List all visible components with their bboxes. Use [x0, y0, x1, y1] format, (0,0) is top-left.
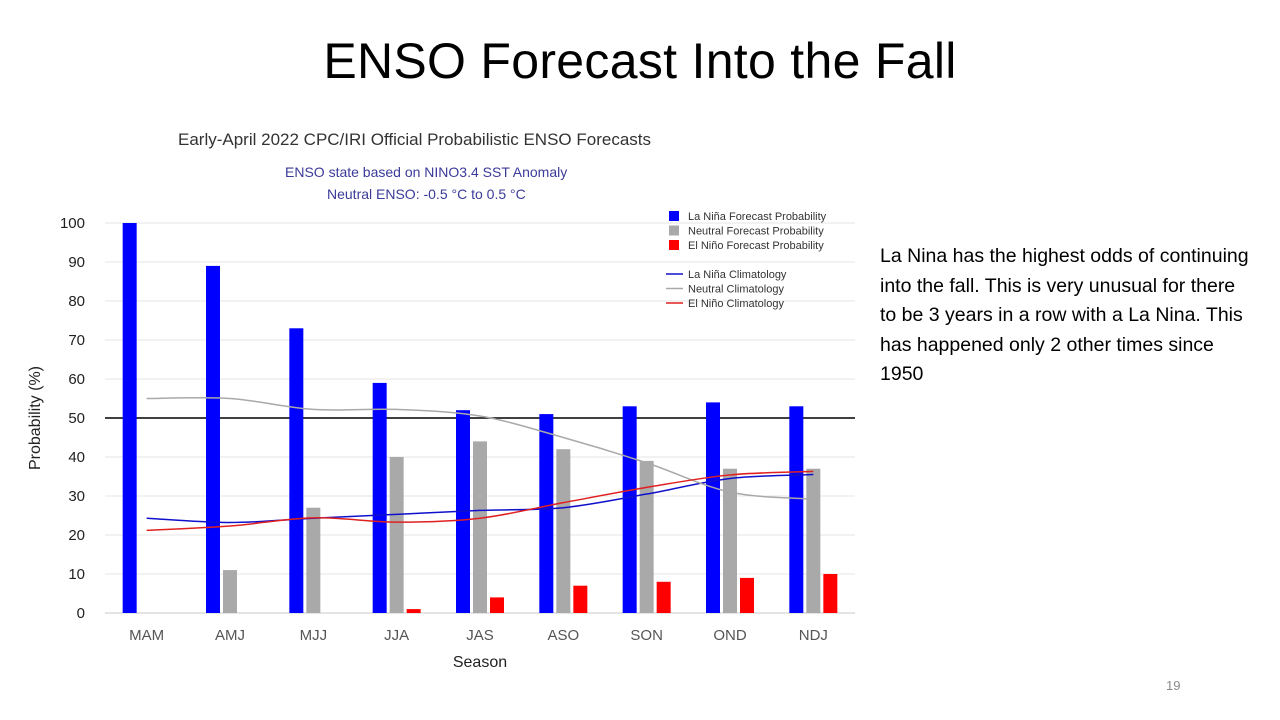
y-tick-label: 10 — [68, 566, 85, 583]
x-tick-label: MAM — [129, 627, 164, 644]
y-tick-label: 50 — [68, 410, 85, 427]
legend-swatch — [669, 240, 679, 250]
x-tick-label: NDJ — [799, 627, 828, 644]
la-nina-climatology-line — [146, 473, 814, 524]
x-tick-label: OND — [713, 627, 747, 644]
x-tick-label: JAS — [466, 627, 494, 644]
legend-swatch — [669, 225, 679, 236]
bar-el-nino — [656, 581, 671, 613]
legend-label: Neutral Forecast Probability — [688, 226, 824, 238]
y-tick-label: 80 — [68, 293, 85, 310]
legend-label: El Niño Forecast Probability — [688, 240, 824, 252]
x-axis-label: Season — [453, 654, 507, 671]
bar-la-nina — [789, 406, 804, 613]
y-tick-label: 40 — [68, 449, 85, 466]
bar-neutral — [473, 441, 487, 613]
bar-neutral — [723, 468, 737, 613]
bar-el-nino — [490, 597, 504, 613]
y-tick-label: 30 — [68, 488, 85, 505]
bar-la-nina — [372, 382, 387, 613]
legend-label: La Niña Climatology — [688, 269, 787, 281]
chart-subtitle-line-2: Neutral ENSO: -0.5 °C to 0.5 °C — [327, 186, 526, 202]
page-number: 19 — [1166, 678, 1181, 693]
legend-swatch — [669, 211, 679, 221]
bar-neutral — [556, 449, 571, 613]
chart-title: Early-April 2022 CPC/IRI Official Probab… — [178, 130, 652, 149]
x-tick-label: JJA — [384, 627, 409, 644]
x-tick-label: MJJ — [300, 627, 328, 644]
bar-el-nino — [740, 577, 754, 613]
bar-la-nina — [706, 402, 720, 613]
bar-la-nina — [289, 328, 304, 613]
slide-title: ENSO Forecast Into the Fall — [323, 33, 957, 89]
y-tick-label: 70 — [68, 332, 85, 349]
neutral-climatology-line — [146, 396, 814, 500]
y-tick-label: 60 — [68, 371, 85, 388]
bar-el-nino — [573, 585, 588, 613]
y-tick-label: 100 — [60, 215, 85, 232]
y-tick-label: 0 — [77, 605, 85, 622]
legend-label: La Niña Forecast Probability — [688, 211, 827, 223]
bar-neutral — [806, 468, 821, 613]
legend-label: Neutral Climatology — [688, 284, 784, 296]
bar-el-nino — [406, 609, 421, 613]
x-tick-label: AMJ — [215, 627, 245, 644]
x-tick-label: SON — [630, 627, 663, 644]
bar-la-nina — [622, 406, 637, 613]
bar-neutral — [223, 570, 237, 613]
y-tick-label: 90 — [68, 254, 85, 271]
chart-subtitle-line-1: ENSO state based on NINO3.4 SST Anomaly — [285, 164, 568, 180]
side-commentary-text: La Nina has the highest odds of continui… — [880, 245, 1249, 385]
y-tick-label: 20 — [68, 527, 85, 544]
x-tick-label: ASO — [547, 627, 579, 644]
bar-la-nina — [122, 223, 137, 613]
bar-la-nina — [539, 414, 554, 613]
el-nino-climatology-line — [146, 470, 814, 532]
bar-el-nino — [823, 574, 838, 613]
legend-label: El Niño Climatology — [688, 298, 784, 310]
y-axis-label: Probability (%) — [27, 366, 44, 470]
bar-neutral — [389, 457, 404, 613]
bar-neutral — [306, 507, 321, 613]
bar-neutral — [639, 460, 654, 613]
bar-la-nina — [206, 265, 220, 613]
